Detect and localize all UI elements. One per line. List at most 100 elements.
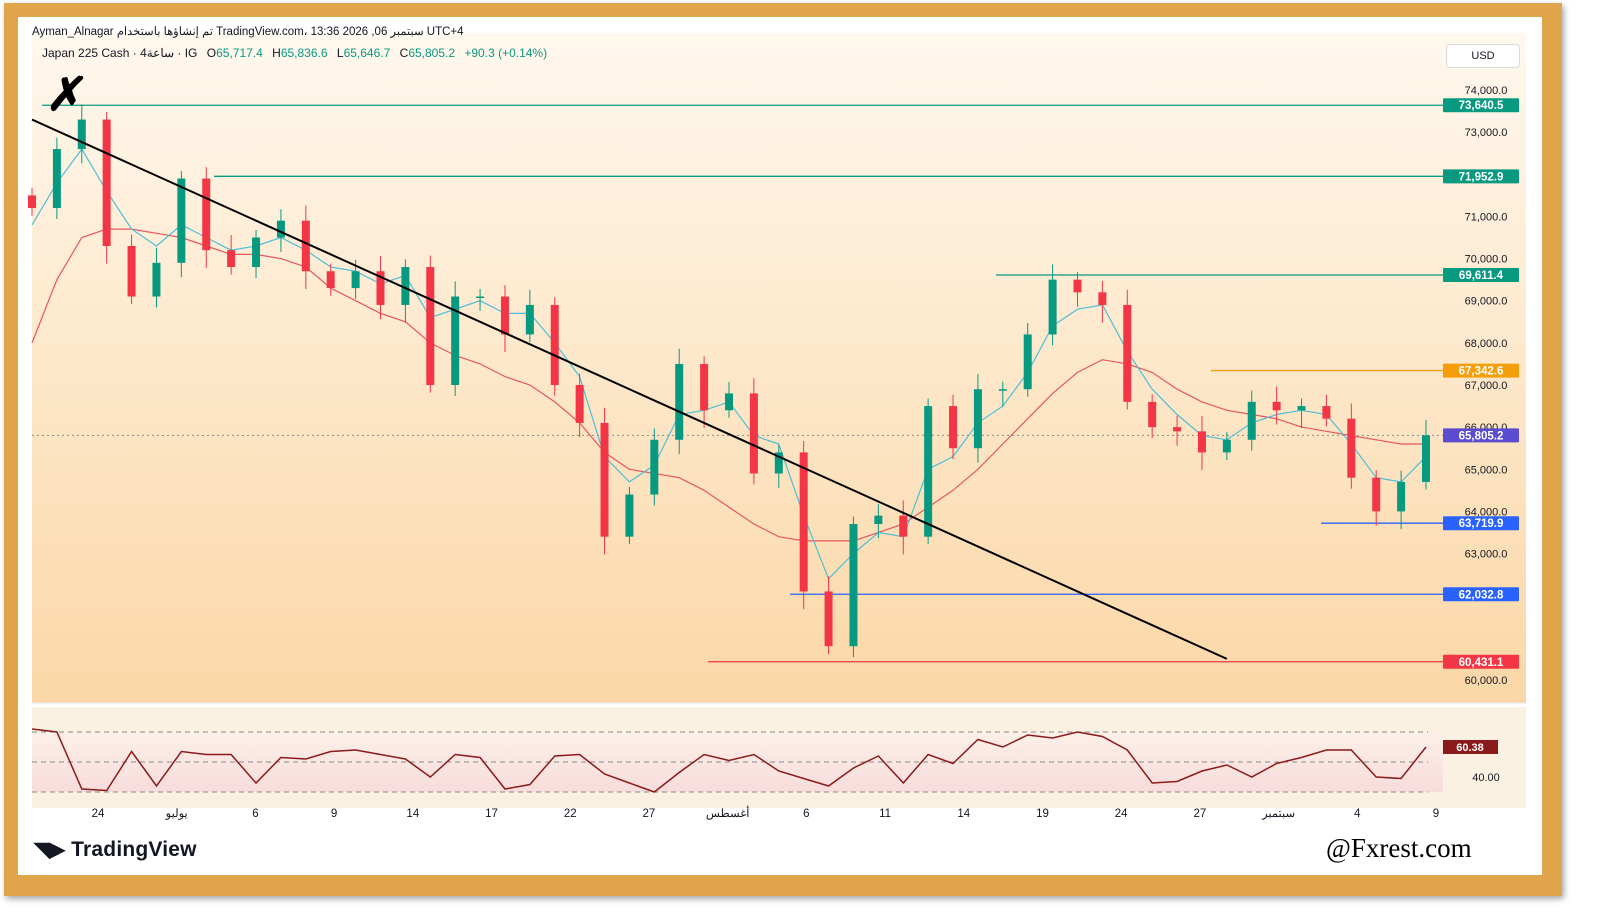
y-tick-label: 63,000.0: [1465, 549, 1508, 561]
candle-body: [177, 178, 186, 263]
candle-body: [799, 452, 808, 592]
candle-body: [849, 524, 858, 647]
chart-panel: 74,000.0 73,000.0 71,000.0 70,000.0 69,000.0…: [18, 17, 1542, 875]
watermark-text: @Fxrest.com: [1326, 833, 1472, 863]
candle-body: [675, 363, 684, 440]
y-tick-label: 65,000.0: [1465, 464, 1508, 476]
y-tick-label: 60,000.0: [1465, 675, 1508, 687]
candle-body: [949, 406, 958, 449]
candle-body: [575, 385, 584, 423]
candle-body: [152, 262, 161, 297]
candle-body: [1422, 435, 1430, 482]
candle-body: [1098, 292, 1107, 305]
low-value: 65,646.7: [343, 46, 391, 60]
x-tick-label: 22: [564, 808, 577, 820]
rsi-value-label: 60.38: [1456, 742, 1484, 754]
level-price-label: 60,431.1: [1459, 657, 1504, 669]
x-tick-label: سبتمبر: [1261, 808, 1295, 820]
currency-button[interactable]: USD: [1446, 44, 1520, 68]
candle-body: [924, 406, 933, 537]
y-tick-label: 69,000.0: [1465, 296, 1508, 308]
x-tick-label: 11: [879, 808, 891, 820]
x-tick-label: 14: [406, 808, 419, 820]
candle-body: [600, 422, 609, 537]
x-tick-label: 27: [643, 808, 656, 820]
candle-body: [476, 296, 485, 299]
y-tick-label: 73,000.0: [1465, 127, 1508, 139]
candle-body: [1073, 279, 1082, 293]
candle-body: [1222, 439, 1231, 453]
y-tick-label: 67,000.0: [1465, 380, 1508, 392]
frame-border: 74,000.0 73,000.0 71,000.0 70,000.0 69,000.0…: [4, 3, 1562, 896]
level-price-label: 71,952.9: [1459, 171, 1504, 183]
close-label: C: [399, 46, 409, 60]
candle-body: [550, 304, 559, 385]
candle-body: [252, 237, 261, 268]
x-tick-label: 27: [1193, 808, 1206, 820]
candle-body: [899, 515, 908, 537]
candle-body: [202, 178, 211, 251]
candle-body: [1272, 401, 1281, 411]
chart-credit-line: Ayman_Alnagar تم إنشاؤها باستخدام Tradin…: [32, 26, 464, 38]
close-value: 65,805.2: [408, 46, 456, 60]
level-price-tag: [1443, 428, 1519, 443]
candle-body: [973, 389, 982, 449]
candle-body: [376, 271, 385, 305]
slow-moving-average-line: [31, 228, 1426, 542]
level-price-tag: [1443, 363, 1519, 378]
y-tick-label: 71,000.0: [1465, 211, 1508, 223]
candle-body: [1322, 406, 1331, 419]
x-tick-label: يوليو: [165, 807, 188, 820]
candle-body: [874, 515, 883, 525]
candle-body: [1173, 427, 1182, 432]
rsi-value-tag: [1443, 740, 1498, 754]
level-price-tag: [1443, 98, 1519, 113]
candle-body: [525, 304, 534, 335]
candle-body: [1123, 304, 1132, 402]
open-value: 65,717.4: [216, 46, 263, 60]
change-value: +90.3 (+0.14%): [464, 46, 548, 60]
candle-body: [1247, 401, 1256, 440]
level-price-tag: [1443, 587, 1519, 602]
x-tick-label: 9: [1433, 808, 1439, 820]
author-logo-icon: ✗: [44, 68, 91, 120]
candle-body: [1148, 401, 1157, 428]
tradingview-logo-text: TradingView: [71, 838, 197, 861]
tradingview-mark-icon: ◥▶: [34, 839, 66, 861]
high-label: H: [272, 46, 281, 60]
level-price-tag: [1443, 267, 1519, 282]
candle-body: [28, 195, 36, 209]
x-tick-label: 19: [1036, 808, 1049, 820]
price-chart-svg[interactable]: 74,000.0 73,000.0 71,000.0 70,000.0 69,000.0…: [18, 17, 1542, 875]
candle-body: [1297, 406, 1306, 411]
candle-body: [749, 393, 758, 474]
candle-body: [725, 393, 733, 411]
candle-body: [451, 296, 460, 385]
symbol-ohlc-line: Japan 225 Cash · 4ساعة · IG O65,717.4 H 6…: [42, 46, 547, 60]
candle-body: [1197, 431, 1206, 453]
level-price-tag: [1443, 169, 1519, 184]
candle-body: [998, 389, 1007, 391]
candle-body: [1347, 418, 1356, 478]
candle-body: [625, 494, 634, 537]
descending-trendline: [31, 118, 1228, 660]
candle-body: [650, 439, 659, 495]
time-axis-background: [32, 808, 1526, 824]
candle-body: [774, 452, 783, 474]
tradingview-logo[interactable]: ◥▶ TradingView: [34, 837, 197, 862]
x-tick-label: 4: [1354, 808, 1361, 820]
candle-body: [301, 220, 310, 272]
x-tick-label: 6: [252, 808, 258, 820]
rsi-line: [31, 728, 1427, 793]
y-tick-label: 68,000.0: [1465, 338, 1508, 350]
candle-body: [1397, 481, 1406, 512]
candle-body: [227, 250, 236, 268]
candle-body: [52, 149, 61, 209]
price-pane-background: [32, 33, 1526, 703]
open-label: O: [206, 46, 217, 60]
symbol-label[interactable]: Japan 225 Cash · 4ساعة · IG: [42, 46, 198, 60]
x-tick-label: 9: [331, 808, 337, 820]
y-tick-label: 64,000.0: [1465, 506, 1508, 518]
level-price-label: 69,611.4: [1459, 270, 1504, 282]
candle-body: [1023, 334, 1032, 390]
